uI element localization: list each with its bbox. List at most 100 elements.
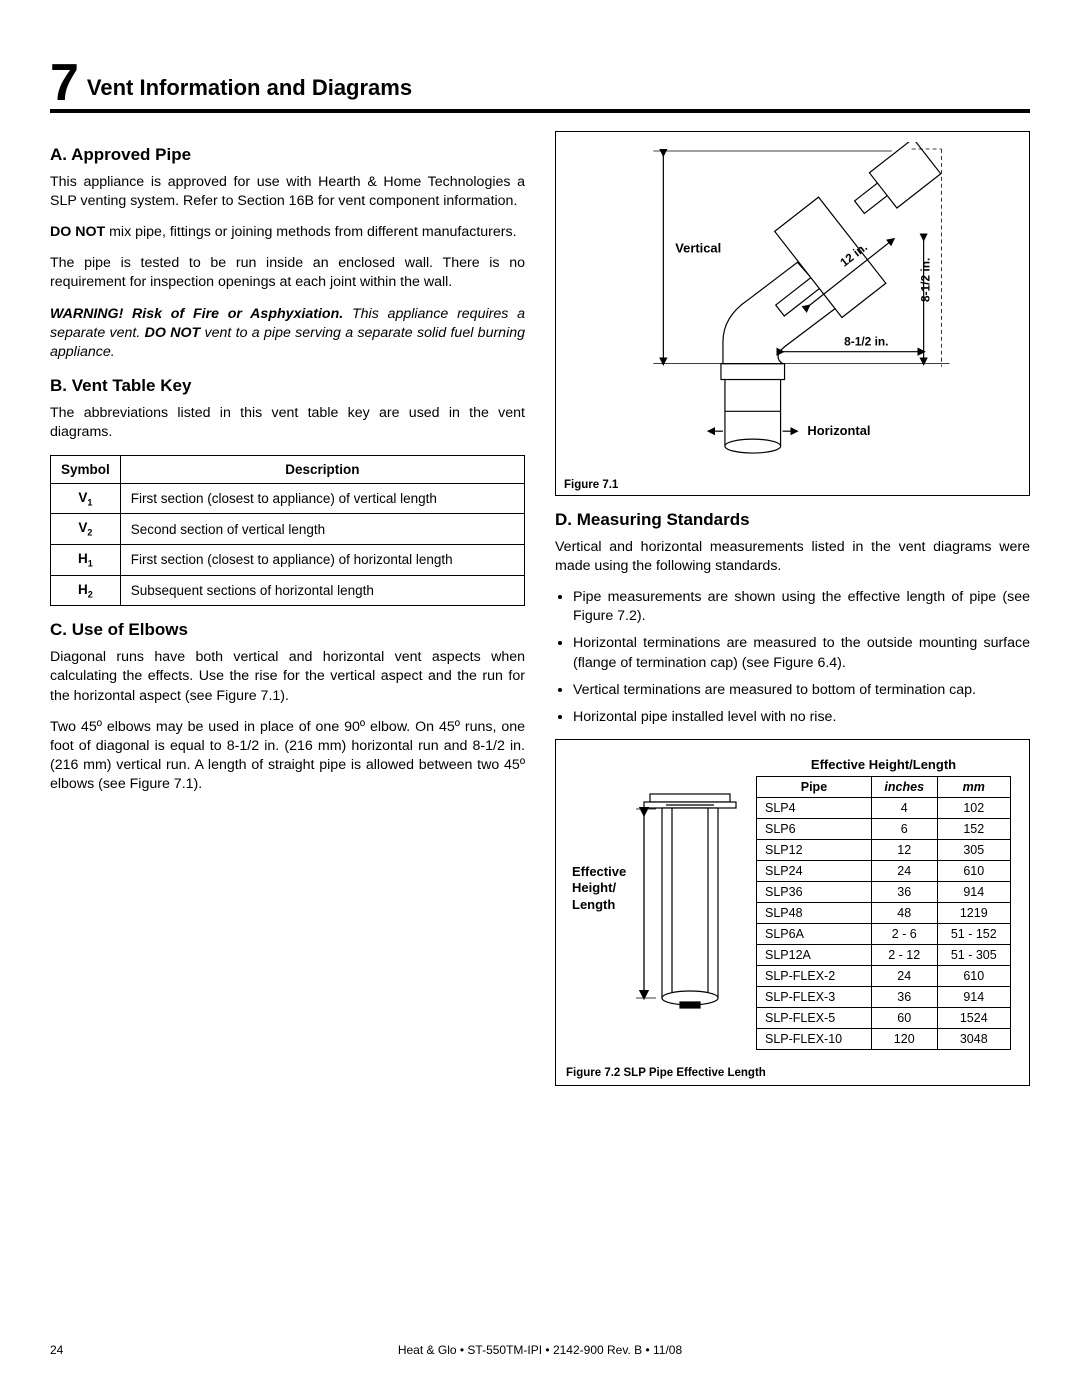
figure-7-1-caption: Figure 7.1 [564, 479, 1021, 491]
eff-inches: 12 [871, 840, 937, 861]
symkey-col-desc: Description [120, 455, 524, 483]
symkey-desc: First section (closest to appliance) of … [120, 544, 524, 575]
eff-mm: 914 [937, 882, 1010, 903]
eff-label-3: Length [572, 897, 615, 912]
table-row: V1First section (closest to appliance) o… [51, 483, 525, 514]
eff-inches: 36 [871, 987, 937, 1008]
eff-inches: 2 - 12 [871, 945, 937, 966]
eff-mm: 914 [937, 987, 1010, 1008]
list-item: Horizontal terminations are measured to … [573, 634, 1030, 672]
para-a1: This appliance is approved for use with … [50, 173, 525, 211]
label-horizontal: Horizontal [807, 423, 870, 438]
eff-mm: 305 [937, 840, 1010, 861]
table-row: H1First section (closest to appliance) o… [51, 544, 525, 575]
eff-pipe: SLP24 [757, 861, 872, 882]
para-a3: The pipe is tested to be run inside an e… [50, 254, 525, 292]
eff-pipe: SLP-FLEX-3 [757, 987, 872, 1008]
eff-label-1: Effective [572, 864, 626, 879]
eff-pipe: SLP-FLEX-5 [757, 1008, 872, 1029]
effective-length-table: Effective Height/Length Pipe inches mm S… [756, 754, 1011, 1050]
page-footer: 24 Heat & Glo • ST-550TM-IPI • 2142-900 … [50, 1343, 1030, 1357]
list-item: Vertical terminations are measured to bo… [573, 681, 1030, 700]
symkey-symbol: V2 [51, 514, 121, 545]
para-c2: Two 45º elbows may be used in place of o… [50, 718, 525, 795]
table-row: SLP3636914 [757, 882, 1011, 903]
symkey-desc: Subsequent sections of horizontal length [120, 575, 524, 606]
warning-strong: WARNING! Risk of Fire or Asphyxiation. [50, 306, 343, 322]
table-row: H2Subsequent sections of horizontal leng… [51, 575, 525, 606]
heading-b: B. Vent Table Key [50, 376, 525, 396]
para-d1: Vertical and horizontal measurements lis… [555, 538, 1030, 576]
do-not-2: DO NOT [145, 325, 201, 341]
table-row: SLP-FLEX-101203048 [757, 1029, 1011, 1050]
bullets-d: Pipe measurements are shown using the ef… [555, 588, 1030, 727]
eff-col-pipe: Pipe [757, 777, 872, 798]
eff-inches: 48 [871, 903, 937, 924]
para-c1: Diagonal runs have both vertical and hor… [50, 648, 525, 706]
eff-label-2: Height/ [572, 880, 616, 895]
eff-inches: 24 [871, 966, 937, 987]
eff-mm: 51 - 305 [937, 945, 1010, 966]
eff-mm: 102 [937, 798, 1010, 819]
eff-col-mm: mm [937, 777, 1010, 798]
table-row: SLP48481219 [757, 903, 1011, 924]
eff-pipe: SLP12 [757, 840, 872, 861]
eff-inches: 36 [871, 882, 937, 903]
symkey-col-symbol: Symbol [51, 455, 121, 483]
eff-mm: 51 - 152 [937, 924, 1010, 945]
pipe-length-illustration: Effective Height/ Length [566, 754, 746, 1059]
figure-7-2: Effective Height/ Length [555, 739, 1030, 1086]
elbow-diagram-svg: Vertical 8-1/2 in. 12 in. 8-1/2 in. [564, 142, 1021, 472]
eff-mm: 1524 [937, 1008, 1010, 1029]
section-header: 7 Vent Information and Diagrams [50, 60, 1030, 113]
eff-mm: 3048 [937, 1029, 1010, 1050]
table-row: SLP66152 [757, 819, 1011, 840]
list-item: Pipe measurements are shown using the ef… [573, 588, 1030, 626]
section-title: Vent Information and Diagrams [87, 75, 412, 107]
section-number: 7 [50, 60, 79, 107]
eff-inches: 120 [871, 1029, 937, 1050]
eff-col-in: inches [871, 777, 937, 798]
eff-pipe: SLP12A [757, 945, 872, 966]
table-row: SLP6A2 - 651 - 152 [757, 924, 1011, 945]
table-row: SLP44102 [757, 798, 1011, 819]
eff-mm: 152 [937, 819, 1010, 840]
eff-inches: 4 [871, 798, 937, 819]
dim-vertical: 8-1/2 in. [919, 257, 933, 301]
table-row: SLP-FLEX-224610 [757, 966, 1011, 987]
list-item: Horizontal pipe installed level with no … [573, 708, 1030, 727]
eff-pipe: SLP-FLEX-2 [757, 966, 872, 987]
figure-7-2-caption: Figure 7.2 SLP Pipe Effective Length [566, 1067, 1019, 1079]
heading-d: D. Measuring Standards [555, 510, 1030, 530]
warning-para: WARNING! Risk of Fire or Asphyxiation. T… [50, 305, 525, 363]
eff-inches: 60 [871, 1008, 937, 1029]
figure-7-1: Vertical 8-1/2 in. 12 in. 8-1/2 in. [555, 131, 1030, 496]
symkey-desc: Second section of vertical length [120, 514, 524, 545]
para-b1: The abbreviations listed in this vent ta… [50, 404, 525, 442]
table-row: SLP1212305 [757, 840, 1011, 861]
eff-inches: 6 [871, 819, 937, 840]
page-number: 24 [50, 1343, 63, 1357]
eff-pipe: SLP4 [757, 798, 872, 819]
heading-a: A. Approved Pipe [50, 145, 525, 165]
eff-inches: 24 [871, 861, 937, 882]
eff-mm: 1219 [937, 903, 1010, 924]
symkey-symbol: H1 [51, 544, 121, 575]
para-a2-rest: mix pipe, fittings or joining methods fr… [105, 224, 516, 240]
label-vertical: Vertical [675, 240, 721, 255]
eff-pipe: SLP6 [757, 819, 872, 840]
eff-pipe: SLP36 [757, 882, 872, 903]
left-column: A. Approved Pipe This appliance is appro… [50, 131, 525, 1086]
symkey-symbol: V1 [51, 483, 121, 514]
eff-pipe: SLP48 [757, 903, 872, 924]
vent-key-table: Symbol Description V1First section (clos… [50, 455, 525, 607]
table-row: V2Second section of vertical length [51, 514, 525, 545]
table-row: SLP2424610 [757, 861, 1011, 882]
heading-c: C. Use of Elbows [50, 620, 525, 640]
dim-horizontal: 8-1/2 in. [844, 335, 888, 349]
symkey-symbol: H2 [51, 575, 121, 606]
eff-head-big: Effective Height/Length [757, 754, 1011, 777]
eff-mm: 610 [937, 966, 1010, 987]
eff-pipe: SLP6A [757, 924, 872, 945]
right-column: Vertical 8-1/2 in. 12 in. 8-1/2 in. [555, 131, 1030, 1086]
